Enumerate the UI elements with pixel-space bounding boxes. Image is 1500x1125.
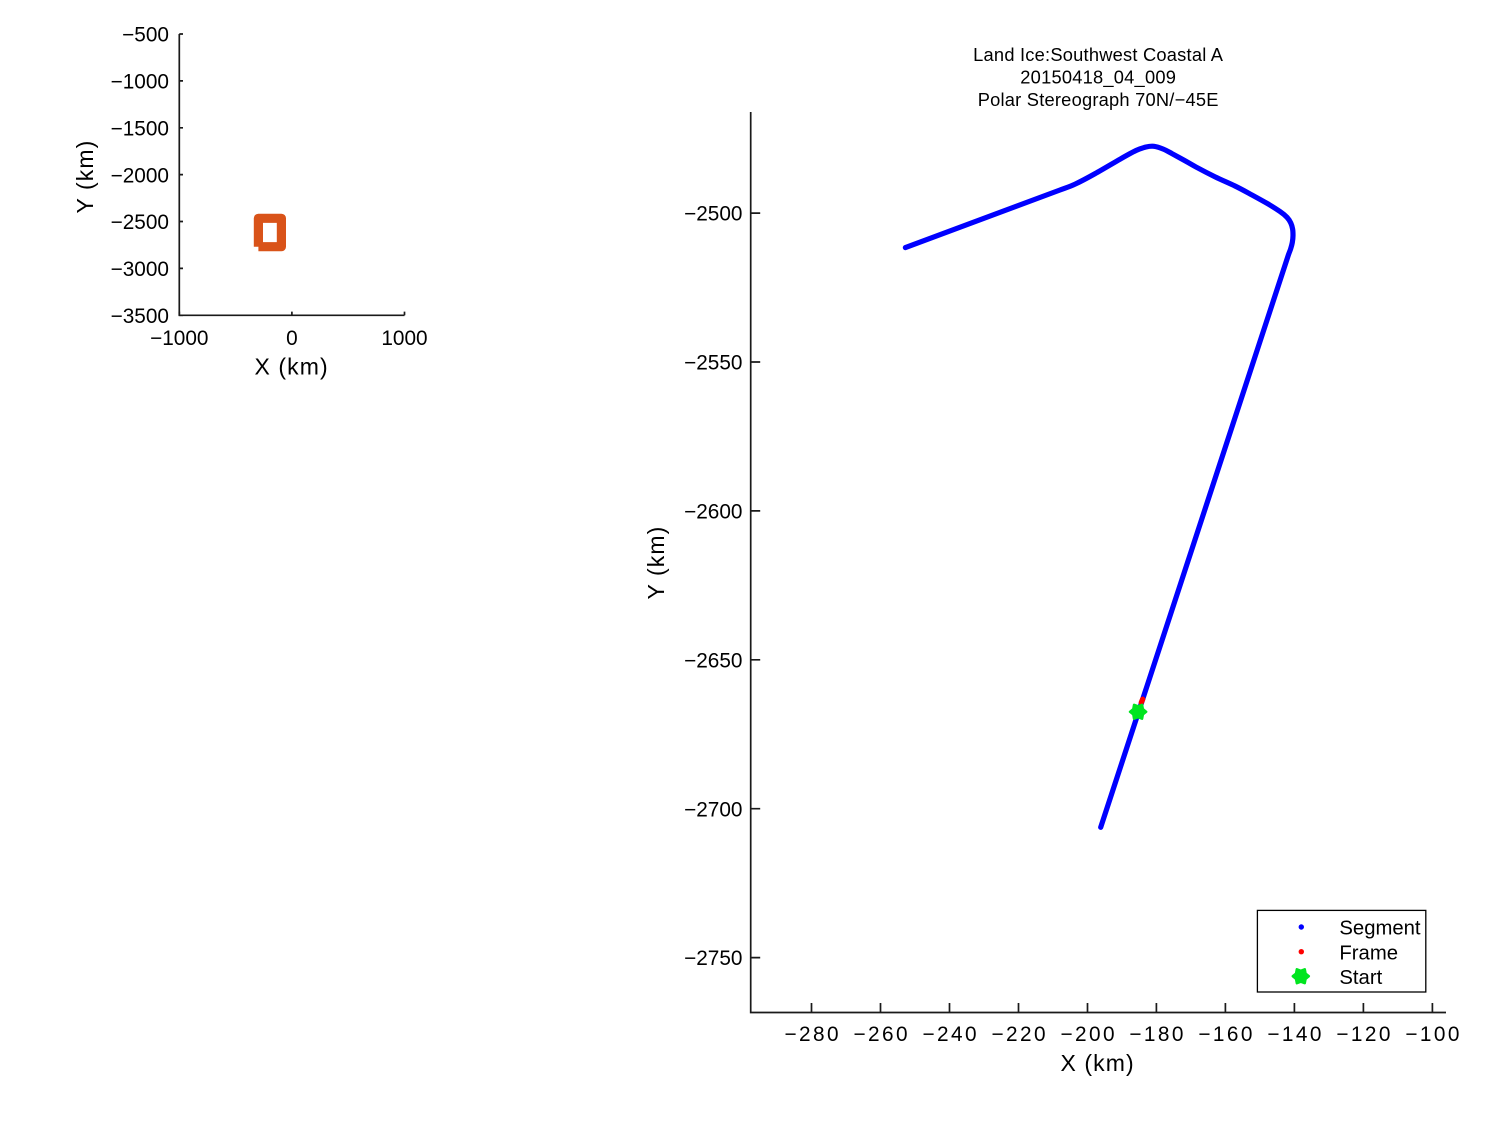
svg-text:Frame: Frame (1339, 942, 1398, 964)
svg-text:−240: −240 (922, 1023, 978, 1046)
svg-text:−2000: −2000 (111, 164, 169, 187)
svg-text:X (km): X (km) (254, 353, 328, 379)
svg-text:−260: −260 (853, 1023, 909, 1046)
svg-text:−2600: −2600 (684, 501, 742, 524)
svg-text:Start: Start (1339, 967, 1382, 989)
svg-text:−1500: −1500 (111, 117, 169, 140)
svg-text:Segment: Segment (1339, 918, 1421, 940)
svg-text:−2650: −2650 (684, 649, 742, 672)
svg-text:−2750: −2750 (684, 947, 742, 970)
svg-text:Land Ice:Southwest Coastal A: Land Ice:Southwest Coastal A (973, 44, 1224, 65)
svg-text:−2700: −2700 (684, 798, 742, 821)
svg-text:−220: −220 (991, 1023, 1047, 1046)
svg-text:−1000: −1000 (150, 327, 208, 350)
svg-text:−3000: −3000 (111, 258, 169, 281)
svg-text:−2550: −2550 (684, 352, 742, 375)
svg-text:−180: −180 (1129, 1023, 1185, 1046)
svg-text:−2500: −2500 (111, 211, 169, 234)
svg-text:−100: −100 (1405, 1023, 1461, 1046)
svg-text:1000: 1000 (381, 327, 427, 350)
svg-text:−120: −120 (1336, 1023, 1392, 1046)
svg-text:−3500: −3500 (111, 305, 169, 328)
svg-text:−200: −200 (1060, 1023, 1116, 1046)
svg-text:20150418_04_009: 20150418_04_009 (1020, 67, 1176, 89)
svg-text:X (km): X (km) (1060, 1050, 1134, 1076)
svg-text:Y (km): Y (km) (643, 526, 669, 600)
svg-text:−500: −500 (122, 24, 169, 47)
svg-text:−2500: −2500 (684, 203, 742, 226)
svg-text:Polar Stereograph 70N/−45E: Polar Stereograph 70N/−45E (978, 89, 1219, 110)
svg-text:−160: −160 (1198, 1023, 1254, 1046)
svg-text:0: 0 (286, 327, 298, 350)
svg-text:−280: −280 (784, 1023, 840, 1046)
svg-text:−1000: −1000 (111, 71, 169, 94)
svg-text:Y (km): Y (km) (72, 140, 98, 214)
svg-text:−140: −140 (1267, 1023, 1323, 1046)
